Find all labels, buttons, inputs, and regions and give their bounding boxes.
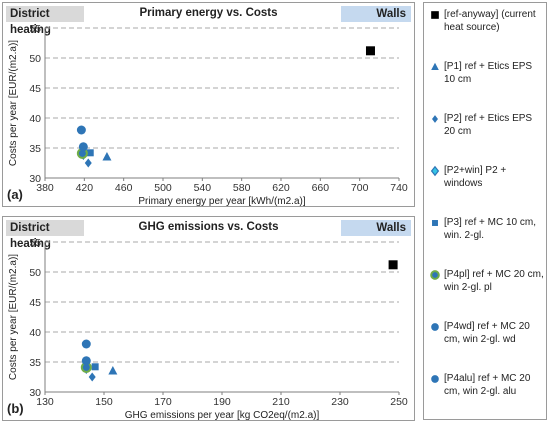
x-tick-label: 660 — [312, 182, 330, 194]
x-tick-label: 740 — [390, 182, 408, 194]
x-tick-label: 210 — [272, 396, 290, 408]
y-tick-label: 35 — [29, 143, 41, 155]
y-tick-label: 35 — [29, 357, 41, 369]
x-tick-label: 700 — [351, 182, 369, 194]
x-tick-label: 420 — [76, 182, 94, 194]
x-tick-label: 380 — [36, 182, 54, 194]
y-tick-label: 55 — [29, 237, 41, 249]
x-tick-label: 170 — [154, 396, 172, 408]
y-axis-label: Costs per year [EUR/(m2.a)] — [8, 40, 19, 166]
legend-marker — [432, 220, 438, 226]
y-tick-label: 50 — [29, 267, 41, 279]
legend-marker — [431, 11, 439, 19]
header-left-label: District heating — [6, 220, 84, 250]
data-point-p3 — [86, 149, 94, 157]
legend-marker — [431, 375, 439, 383]
y-axis-label: Costs per year [EUR/(m2.a)] — [8, 254, 19, 380]
data-point-ref — [365, 46, 375, 56]
panel-label: (b) — [7, 401, 24, 416]
data-point-ref — [388, 260, 398, 270]
data-point-p4alu — [76, 125, 86, 135]
legend-marker — [430, 165, 440, 177]
legend-marker-shape — [431, 375, 439, 383]
x-tick-label: 150 — [95, 396, 113, 408]
x-tick-label: 540 — [194, 182, 212, 194]
legend-marker-shape — [430, 165, 440, 177]
x-axis-label: Primary energy per year [kWh/(m2.a)] — [138, 196, 305, 206]
legend-label: [P4wd] ref + MC 20 cm, win 2-gl. wd — [444, 321, 530, 345]
legend-marker — [431, 323, 439, 331]
x-tick-label: 130 — [36, 396, 54, 408]
legend-marker-shape — [432, 115, 438, 123]
x-tick-label: 500 — [154, 182, 172, 194]
y-tick-label: 45 — [29, 83, 41, 95]
panel-label: (a) — [7, 187, 23, 202]
legend-label: [P2] ref + Etics EPS 20 cm — [444, 113, 533, 137]
x-tick-label: 250 — [390, 396, 408, 408]
y-tick-label: 30 — [29, 173, 41, 185]
legend-marker — [431, 62, 439, 70]
y-tick-label: 55 — [29, 23, 41, 35]
legend-label: [P4alu] ref + MC 20 cm, win 2-gl. alu — [444, 373, 531, 397]
x-axis-label: GHG emissions per year [kg CO2eq/(m2.a)] — [125, 410, 320, 420]
legend-label: [P4pl] ref + MC 20 cm, win 2-gl. pl — [444, 269, 544, 293]
legend: [ref-anyway] (current heat source) [P1] … — [423, 2, 547, 420]
legend-marker-shape — [432, 220, 438, 226]
chart-panel-b: District heating GHG emissions vs. Costs… — [2, 216, 415, 421]
data-point-p2 — [88, 372, 96, 382]
scatter-plot-a: 30 35 40 45 50 55 380 420 460 500 540 580 620 660 700 7… — [8, 23, 408, 206]
x-tick-label: 620 — [272, 182, 290, 194]
legend-marker-shape — [430, 270, 440, 280]
y-tick-label: 40 — [29, 327, 41, 339]
data-point-p4wd — [78, 142, 88, 152]
legend-marker-shape — [431, 11, 439, 19]
scatter-plot-b: 30 35 40 45 50 55 130 150 170 190 210 230 250 GHG emi… — [8, 237, 408, 420]
data-point-p1 — [108, 366, 118, 375]
x-tick-label: 230 — [331, 396, 349, 408]
data-point-p1 — [102, 152, 112, 161]
y-tick-label: 30 — [29, 387, 41, 399]
chart-title: Primary energy vs. Costs — [139, 7, 278, 19]
legend-label: [ref-anyway] (current heat source) — [444, 9, 536, 33]
x-tick-label: 580 — [233, 182, 251, 194]
legend-label: [P3] ref + MC 10 cm, win. 2-gl. — [444, 217, 536, 241]
data-point-p4alu — [81, 339, 91, 349]
legend-marker — [432, 115, 438, 123]
y-tick-label: 45 — [29, 297, 41, 309]
chart-title: GHG emissions vs. Costs — [138, 221, 279, 233]
legend-marker-shape — [431, 62, 439, 70]
legend-marker — [430, 270, 440, 280]
chart-panel-a: District heating Primary energy vs. Cost… — [2, 2, 415, 207]
data-point-p3 — [91, 363, 99, 371]
data-point-p4wd — [81, 356, 91, 366]
x-tick-label: 460 — [115, 182, 133, 194]
header-right-label: Walls — [341, 220, 411, 236]
data-point-p2 — [84, 158, 92, 168]
y-tick-label: 40 — [29, 113, 41, 125]
x-tick-label: 190 — [213, 396, 231, 408]
header-left-label: District heating — [6, 6, 84, 36]
y-tick-label: 50 — [29, 53, 41, 65]
legend-label: [P2+win] P2 + windows — [444, 165, 507, 189]
header-right-label: Walls — [341, 6, 411, 22]
legend-label: [P1] ref + Etics EPS 10 cm — [444, 61, 533, 85]
legend-marker-shape — [431, 323, 439, 331]
